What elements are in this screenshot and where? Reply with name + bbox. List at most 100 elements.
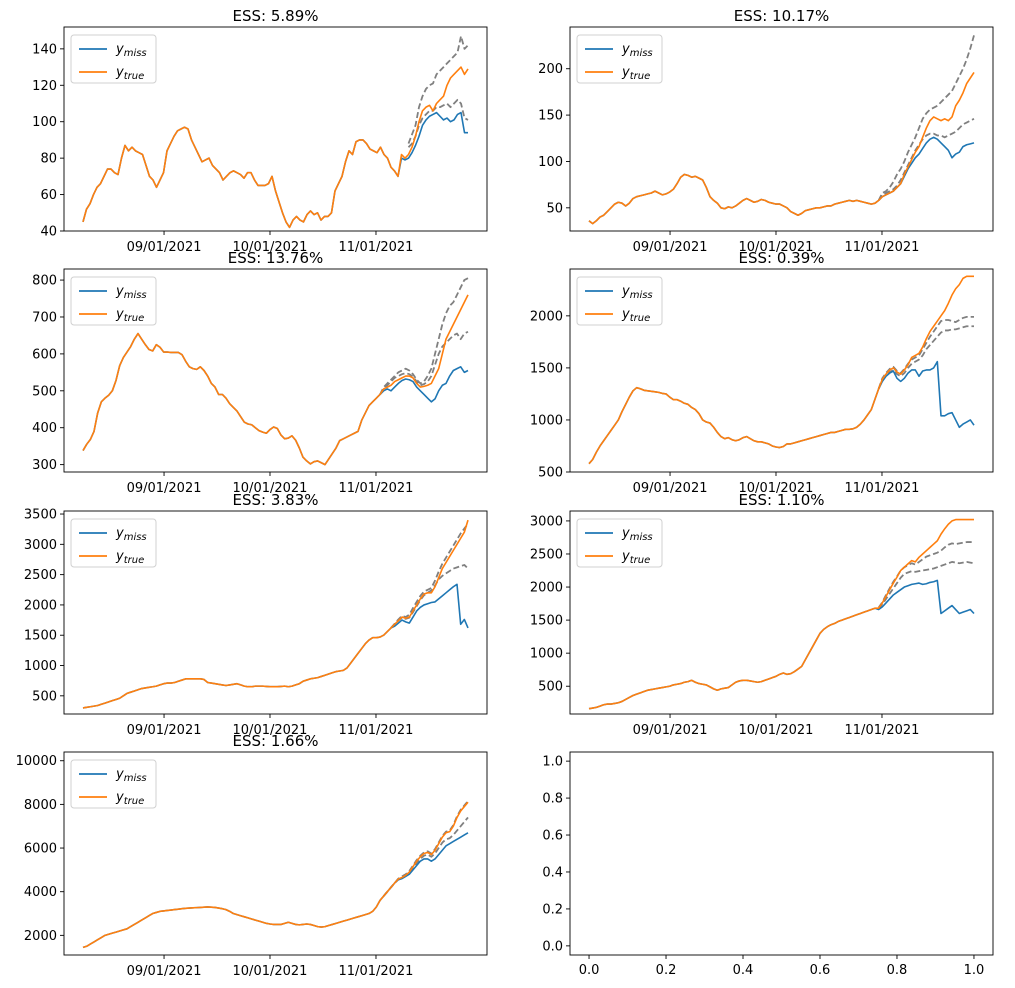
axes-frame <box>63 510 488 715</box>
x-tick-label: 11/01/2021 <box>845 481 920 496</box>
series-line-y-true <box>82 66 469 229</box>
legend-box <box>576 276 663 326</box>
axes-frame <box>569 268 994 473</box>
quantile-line <box>379 277 469 395</box>
series-line-y-miss <box>588 360 975 465</box>
y-tick-label: 2000 <box>530 309 563 324</box>
y-tick-label: 1500 <box>24 629 57 644</box>
legend-entry-y-miss: ymiss <box>621 42 653 59</box>
subplot-title: ESS: 0.39% <box>739 249 825 267</box>
y-tick-label: 4000 <box>24 885 57 900</box>
legend-box <box>70 759 157 809</box>
legend: ymiss ytrue <box>70 276 157 326</box>
legend-box <box>70 518 157 568</box>
series-line-y-true <box>82 801 469 949</box>
x-tick-label: 09/01/2021 <box>127 481 202 496</box>
y-tick-label: 3000 <box>24 538 57 553</box>
quantile-line <box>877 325 974 390</box>
y-tick-label: 80 <box>40 152 57 167</box>
x-tick-label: 0.0 <box>579 963 600 978</box>
legend-entry-y-true: ytrue <box>115 307 144 324</box>
legend-entry-y-true: ytrue <box>621 549 650 566</box>
legend-box <box>70 276 157 326</box>
x-tick-label: 10/01/2021 <box>739 723 814 738</box>
axes-frame <box>569 26 994 232</box>
x-tick-label: 09/01/2021 <box>127 240 202 255</box>
series-line-y-true <box>588 518 974 710</box>
x-tick-label: 10/01/2021 <box>739 240 814 255</box>
axes-frame <box>63 268 488 473</box>
quantile-line <box>877 561 975 610</box>
y-tick-label: 2000 <box>530 581 563 596</box>
subplot-title: ESS: 13.76% <box>228 249 324 267</box>
x-tick-label: 10/01/2021 <box>233 964 308 979</box>
series-line-y-miss <box>82 832 469 949</box>
y-tick-label: 0.2 <box>542 902 563 917</box>
y-tick-label: 50 <box>546 201 563 216</box>
legend: ymiss ytrue <box>70 759 157 809</box>
x-tick-label: 11/01/2021 <box>845 723 920 738</box>
legend-box <box>576 518 663 568</box>
subplot-1: ESS: 5.89% 40 60 80 100 120 140 09/01/2021 10/01… <box>32 7 488 255</box>
legend: ymiss ytrue <box>576 518 663 568</box>
axes-frame <box>569 751 994 956</box>
legend-box <box>576 34 663 84</box>
y-tick-label: 40 <box>40 225 57 240</box>
legend-entry-y-true: ytrue <box>115 790 144 807</box>
y-tick-label: 0.8 <box>542 792 563 807</box>
y-tick-label: 600 <box>32 347 57 362</box>
subplot-8: 0.0 0.2 0.4 0.6 0.8 1.0 0.0 0.2 0.4 0.6 0.8 1.0 <box>542 751 994 978</box>
x-tick-label: 0.4 <box>733 963 754 978</box>
y-tick-label: 3000 <box>530 514 563 529</box>
quantile-line <box>877 315 974 390</box>
y-tick-label: 500 <box>32 384 57 399</box>
y-tick-label: 500 <box>538 466 563 481</box>
y-tick-label: 1000 <box>24 659 57 674</box>
x-tick-label: 09/01/2021 <box>633 481 708 496</box>
quantile-line <box>390 564 469 629</box>
x-tick-label: 0.8 <box>887 963 908 978</box>
x-tick-label: 11/01/2021 <box>339 964 414 979</box>
axes-frame <box>63 751 488 956</box>
x-tick-label: 0.6 <box>810 963 831 978</box>
legend-entry-y-miss: ymiss <box>115 284 147 301</box>
subplot-title: ESS: 3.83% <box>233 491 319 509</box>
y-tick-label: 300 <box>32 458 57 473</box>
legend-entry-y-true: ytrue <box>115 65 144 82</box>
legend-box <box>70 34 157 84</box>
y-tick-label: 1500 <box>530 614 563 629</box>
series-line-y-true <box>82 294 469 466</box>
legend-entry-y-miss: ymiss <box>621 284 653 301</box>
y-tick-label: 150 <box>538 109 563 124</box>
y-tick-label: 6000 <box>24 842 57 857</box>
x-tick-label: 11/01/2021 <box>339 723 414 738</box>
y-tick-label: 200 <box>538 62 563 77</box>
legend: ymiss ytrue <box>70 34 157 84</box>
x-tick-label: 10/01/2021 <box>233 723 308 738</box>
legend-entry-y-true: ytrue <box>621 307 650 324</box>
y-tick-label: 2000 <box>24 929 57 944</box>
subplot-title: ESS: 5.89% <box>233 7 319 25</box>
quantile-line <box>390 523 469 629</box>
legend-entry-y-true: ytrue <box>621 65 650 82</box>
legend-entry-y-miss: ymiss <box>621 526 653 543</box>
y-tick-label: 2500 <box>530 547 563 562</box>
subplot-3: ESS: 13.76% 300 400 500 600 700 800 09/01/2021 1… <box>32 249 488 496</box>
y-tick-label: 8000 <box>24 798 57 813</box>
quantile-line <box>407 35 469 144</box>
y-tick-label: 3500 <box>24 508 57 523</box>
quantile-line <box>877 117 975 201</box>
x-tick-label: 10/01/2021 <box>233 240 308 255</box>
y-tick-label: 2500 <box>24 568 57 583</box>
axes-frame <box>63 26 488 232</box>
y-tick-label: 400 <box>32 421 57 436</box>
subplot-6: ESS: 1.10% 500 1000 1500 2000 2500 3000 09/01/2… <box>530 491 994 738</box>
subplot-title: ESS: 10.17% <box>734 7 830 25</box>
legend-entry-y-true: ytrue <box>115 549 144 566</box>
legend: ymiss ytrue <box>70 518 157 568</box>
axes-frame <box>569 510 994 715</box>
series-line-y-miss <box>588 579 975 710</box>
y-tick-label: 500 <box>32 689 57 704</box>
legend-entry-y-miss: ymiss <box>115 42 147 59</box>
series-line-y-true <box>82 519 469 709</box>
